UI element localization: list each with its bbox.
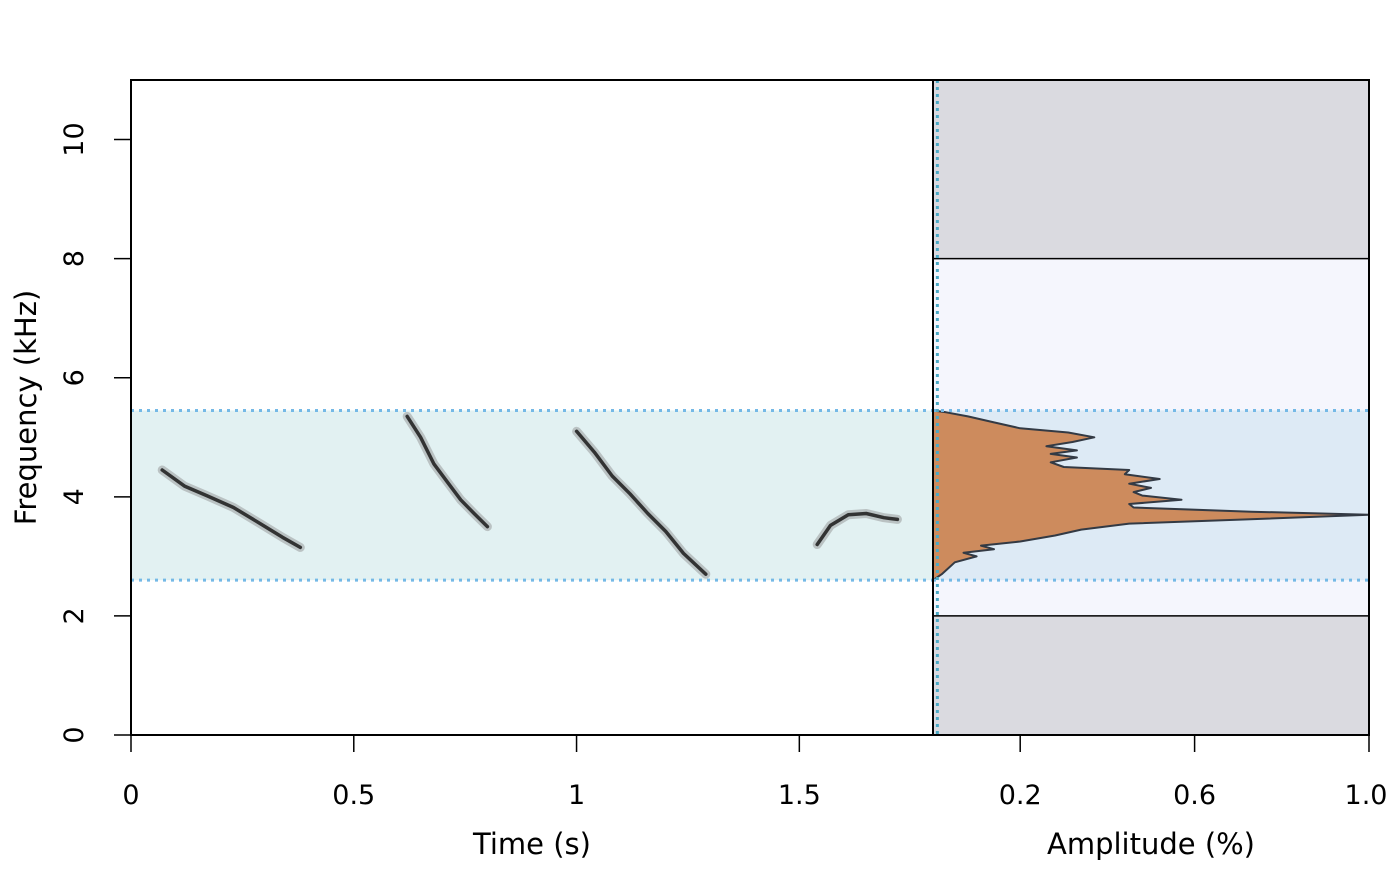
call-1-trace (160, 468, 303, 550)
amplitude-spectrum-curve (932, 409, 1370, 582)
y-tick-label: 10 (59, 122, 90, 156)
spectrogram-panel: 0 0.5 1 1.5 Time (s) 0 2 4 6 8 10 Frequency (kHz) (9, 79, 934, 861)
y-axis-title: Frequency (kHz) (9, 290, 43, 525)
frequency-band-highlight (131, 410, 933, 581)
x-tick-label: 1 (568, 780, 585, 811)
y-tick-label: 6 (59, 369, 90, 386)
spectrogram-plot-frame (130, 79, 934, 736)
x-axis-title: Time (s) (472, 827, 591, 861)
call-2-trace (405, 414, 490, 529)
amplitude-axis-title: Amplitude (%) (1047, 827, 1255, 861)
amplitude-plot-frame (932, 79, 1370, 736)
call-4-trace (815, 511, 900, 547)
amplitude-x-tick-label: 0.2 (999, 780, 1042, 811)
y-tick-label: 8 (59, 250, 90, 267)
y-tick-label: 2 (59, 607, 90, 624)
amplitude-x-tick-label: 0.6 (1173, 780, 1216, 811)
x-tick-label: 0 (122, 780, 139, 811)
amplitude-x-tick-label: 1.0 (1345, 780, 1388, 811)
x-tick-label: 1.5 (778, 780, 821, 811)
x-tick-label: 0.5 (332, 780, 375, 811)
y-tick-label: 0 (59, 726, 90, 743)
call-3-trace (574, 429, 708, 576)
amplitude-spectrum-panel: 0.2 0.6 1.0 Amplitude (%) (932, 79, 1388, 861)
y-tick-label: 4 (59, 488, 90, 505)
